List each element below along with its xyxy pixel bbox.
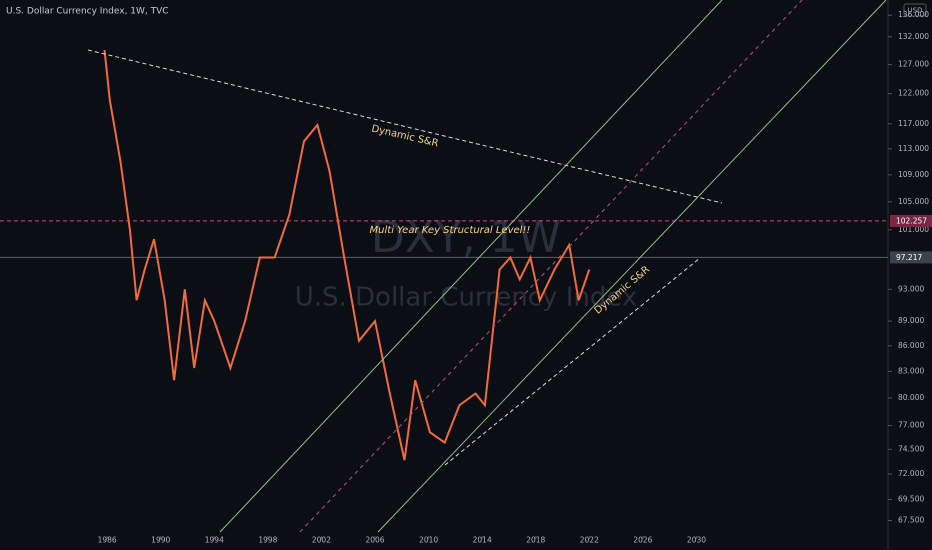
y-tick-label: 101.000 [898, 225, 929, 234]
y-tick-label: 77.000 [898, 421, 924, 430]
x-tick-label: 1986 [98, 536, 117, 545]
x-tick-label: 2010 [419, 536, 438, 545]
y-tick-label: 67.500 [898, 516, 924, 525]
x-tick-label: 2030 [687, 536, 706, 545]
last-price-box [890, 251, 932, 264]
y-tick-label: 132.000 [898, 32, 929, 41]
chart-title: U.S. Dollar Currency Index, 1W, TVC [6, 7, 169, 17]
y-tick-label: 93.000 [898, 284, 924, 293]
y-tick-label: 69.500 [898, 494, 924, 503]
currency: USD [908, 7, 923, 15]
x-tick-label: 1994 [205, 536, 224, 545]
y-tick-label: 83.000 [898, 366, 924, 375]
y-tick-label: 89.000 [898, 316, 924, 325]
y-tick-label: 80.000 [898, 393, 924, 402]
annotation: Multi Year Key Structural Level!! [370, 225, 531, 236]
y-tick-label: 109.000 [898, 170, 929, 179]
y-tick-label: 74.500 [898, 444, 924, 453]
x-tick-label: 2014 [473, 536, 492, 545]
y-tick-label: 105.000 [898, 197, 929, 206]
x-tick-label: 1998 [258, 536, 277, 545]
channel-lower [377, 0, 887, 533]
channel-upper [219, 0, 723, 533]
key-level-label: 102.257 [896, 216, 927, 225]
x-tick-label: 2002 [312, 536, 331, 545]
x-tick-label: 1990 [151, 536, 170, 545]
y-tick-label: 122.000 [898, 89, 929, 98]
channel-middle [299, 0, 803, 533]
y-tick-label: 136.000 [898, 10, 929, 19]
y-tick-label: 117.000 [898, 119, 929, 128]
price-line [103, 49, 591, 461]
y-tick-label: 72.000 [898, 469, 924, 478]
currency-box [903, 3, 927, 17]
x-tick-label: 2006 [365, 536, 384, 545]
watermark-name: U.S. Dollar Currency Index [295, 283, 638, 313]
key-level-box [890, 214, 932, 227]
x-tick-label: 2026 [633, 536, 652, 545]
watermark-symbol: DXY, 1W [371, 212, 561, 263]
y-tick-label: 127.000 [898, 60, 929, 69]
plot [0, 49, 888, 461]
support-trendline [444, 257, 701, 466]
x-tick-label: 2018 [526, 536, 545, 545]
last-price-label: 97.217 [896, 253, 922, 262]
x-tick-label: 2022 [580, 536, 599, 545]
y-tick-label: 86.000 [898, 341, 924, 350]
resistance-trendline [87, 49, 723, 204]
y-tick-label: 113.000 [898, 144, 929, 153]
